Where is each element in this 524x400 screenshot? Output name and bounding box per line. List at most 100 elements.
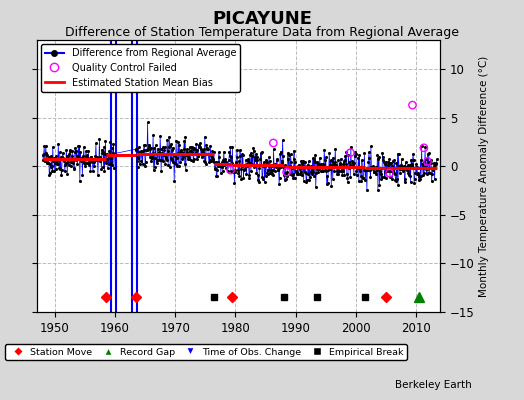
Point: [76, 149, 84, 156]
Point: [355, 152, 364, 158]
Point: [214, 158, 223, 165]
Point: [204, 158, 213, 165]
Point: [170, 178, 178, 184]
Point: [96, 157, 104, 164]
Point: [252, 157, 260, 163]
Point: [155, 150, 163, 157]
Point: [225, 149, 234, 156]
Point: [302, 178, 310, 185]
Point: [431, 162, 439, 168]
Point: [202, 161, 210, 167]
Point: [145, 146, 154, 152]
Point: [132, 147, 140, 154]
Point: [184, 153, 192, 159]
Point: [47, 153, 56, 160]
Point: [366, 174, 375, 180]
Point: [428, 178, 436, 184]
Point: [199, 150, 208, 156]
Point: [334, 171, 343, 178]
Point: [431, 160, 440, 166]
Point: [213, 173, 221, 179]
Point: [225, 157, 233, 164]
Point: [133, 152, 141, 158]
Point: [194, 142, 203, 148]
Point: [137, 158, 145, 165]
Point: [256, 150, 265, 156]
Point: [211, 165, 220, 172]
Point: [200, 146, 208, 152]
Point: [259, 162, 267, 169]
Point: [392, 160, 401, 166]
Point: [157, 150, 166, 156]
Point: [171, 161, 180, 168]
Point: [342, 148, 351, 155]
Point: [231, 168, 239, 175]
Point: [284, 156, 292, 163]
Point: [276, 148, 285, 155]
Point: [323, 181, 331, 187]
Point: [406, 179, 414, 186]
Point: [283, 150, 292, 156]
Point: [390, 169, 398, 176]
Point: [261, 163, 269, 169]
Point: [201, 134, 209, 140]
Point: [95, 155, 103, 162]
Point: [63, 170, 71, 177]
Point: [339, 161, 347, 167]
Point: [78, 172, 86, 179]
Point: [251, 154, 259, 160]
Point: [169, 152, 178, 158]
Point: [165, 143, 173, 150]
Point: [232, 161, 240, 167]
Point: [406, 162, 414, 168]
Point: [388, 162, 396, 169]
Point: [135, 149, 143, 156]
Point: [181, 133, 189, 140]
Point: [276, 175, 284, 181]
Point: [252, 170, 260, 176]
Point: [157, 168, 166, 174]
Point: [343, 174, 352, 181]
Point: [206, 143, 214, 149]
Point: [328, 162, 336, 168]
Point: [264, 163, 272, 169]
Point: [290, 148, 298, 154]
Point: [304, 158, 313, 165]
Point: [372, 164, 380, 170]
Point: [223, 161, 231, 168]
Point: [103, 156, 112, 162]
Point: [257, 162, 265, 168]
Point: [337, 168, 345, 175]
Point: [50, 168, 59, 174]
Point: [348, 160, 357, 166]
Point: [305, 164, 314, 170]
Point: [405, 164, 413, 170]
Point: [188, 144, 196, 151]
Point: [105, 148, 114, 154]
Point: [65, 151, 73, 157]
Point: [222, 164, 230, 171]
Point: [226, 153, 234, 160]
Point: [385, 168, 393, 174]
Point: [384, 161, 392, 168]
Point: [95, 136, 104, 142]
Point: [423, 165, 431, 172]
Point: [98, 150, 106, 156]
Point: [108, 145, 116, 152]
Point: [82, 148, 90, 155]
Point: [205, 156, 214, 163]
Point: [139, 148, 147, 154]
Point: [66, 148, 74, 154]
Point: [174, 139, 182, 146]
Point: [39, 150, 48, 157]
Point: [343, 170, 351, 177]
Point: [286, 171, 294, 177]
Point: [333, 168, 341, 174]
Point: [62, 147, 71, 154]
Point: [370, 169, 378, 176]
Point: [346, 150, 355, 156]
Point: [322, 154, 330, 160]
Point: [162, 156, 171, 163]
Point: [177, 147, 185, 154]
Point: [375, 154, 383, 161]
